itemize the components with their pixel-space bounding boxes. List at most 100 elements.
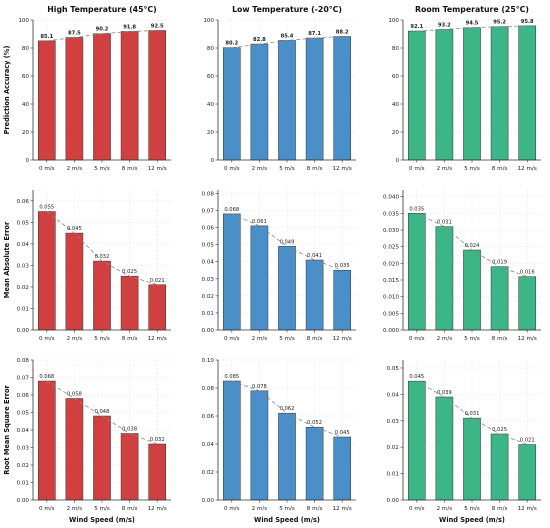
r2c0-bar-1 bbox=[65, 398, 84, 501]
r1c1-ytick-label: 0.08 bbox=[202, 191, 215, 197]
r2c1-ytick-label: 0.02 bbox=[202, 470, 214, 476]
r0c0-ytick-label: 80 bbox=[22, 46, 30, 52]
r2c0-x-axis-label: Wind Speed (m/s) bbox=[69, 516, 135, 524]
r2c0-xtick-label-3: 8 m/s bbox=[122, 506, 138, 512]
r2c2-ytick-label: 0.01 bbox=[387, 472, 400, 478]
r2c2-ytick-label: 0.04 bbox=[387, 392, 400, 398]
r1c2-ytick-label: 0.040 bbox=[383, 195, 399, 201]
r0c2-bar-1 bbox=[435, 29, 454, 161]
r0c2-data-label-2: 94.5 bbox=[466, 21, 479, 27]
r2c0-ytick-label: 0.04 bbox=[17, 428, 30, 434]
r1c0-trend-line bbox=[46, 211, 158, 286]
r1c0-ytick-label: 0.04 bbox=[17, 242, 30, 248]
r2c2-xtick-label-0: 0 m/s bbox=[409, 506, 425, 512]
r2c0-ytick-label: 0.02 bbox=[17, 463, 29, 469]
r2c1-trend-line bbox=[231, 380, 343, 438]
r2c0-bar-2 bbox=[93, 415, 111, 501]
r0c1-ytick-label: 40 bbox=[207, 102, 215, 108]
r0c1-xtick-label-1: 2 m/s bbox=[252, 166, 268, 172]
r0c0-bar-3 bbox=[120, 31, 139, 161]
r1c0-data-label-4: 0.021 bbox=[150, 278, 165, 284]
r0c1-bar-0 bbox=[222, 47, 241, 161]
r1c1-xtick-label-1: 2 m/s bbox=[252, 336, 268, 342]
r1c0-bar-4 bbox=[148, 284, 167, 331]
r2c1-data-label-2: 0.062 bbox=[280, 406, 295, 412]
r0c1-data-label-4: 88.2 bbox=[336, 30, 349, 36]
r1c2-trend-line bbox=[416, 212, 528, 278]
r0c1-trend-line bbox=[231, 36, 343, 49]
r1c2-ytick-label: 0.000 bbox=[383, 328, 399, 334]
r1c0-ytick-label: 0.05 bbox=[17, 220, 30, 226]
r0c1-xtick-label-3: 8 m/s bbox=[307, 166, 323, 172]
r0c0-chart-title: High Temperature (45°C) bbox=[47, 5, 156, 14]
r1c2-xtick-label-3: 8 m/s bbox=[492, 336, 508, 342]
r0c1-ytick-label: 60 bbox=[207, 74, 215, 80]
r2c1-xtick-label-2: 5 m/s bbox=[279, 506, 295, 512]
r0c1-bar-4 bbox=[333, 36, 352, 161]
r0c1-ytick-label: 80 bbox=[207, 46, 215, 52]
r2c2-trend-line bbox=[416, 380, 528, 445]
r0c0-data-label-1: 87.5 bbox=[68, 31, 81, 37]
r1c1-bar-0 bbox=[222, 213, 241, 331]
r2c1-data-label-3: 0.052 bbox=[307, 420, 322, 426]
r1c2-data-label-2: 0.024 bbox=[465, 243, 481, 249]
r2c2-ytick-label: 0.03 bbox=[387, 419, 400, 425]
r1c2-ytick-label: 0.035 bbox=[383, 211, 399, 217]
r1c2-xtick-label-0: 0 m/s bbox=[409, 336, 425, 342]
r1c1-bar-2 bbox=[278, 246, 296, 331]
r1c0-bar-1 bbox=[65, 232, 84, 331]
r0c2-xtick-label-1: 2 m/s bbox=[437, 166, 453, 172]
r2c2-data-label-0: 0.045 bbox=[409, 374, 424, 380]
r0c2-ytick-label: 100 bbox=[388, 18, 399, 24]
r0c0-xtick-label-4: 12 m/s bbox=[148, 166, 167, 172]
r2c0-ytick-label: 0.01 bbox=[17, 481, 30, 487]
r2c2-xtick-label-2: 5 m/s bbox=[464, 506, 480, 512]
r1c1-data-label-4: 0.035 bbox=[335, 263, 350, 269]
r1c2-xtick-label-4: 12 m/s bbox=[518, 336, 537, 342]
r0c0-xtick-label-0: 0 m/s bbox=[39, 166, 55, 172]
r2c0-xtick-label-2: 5 m/s bbox=[94, 506, 110, 512]
r2c0-ytick-label: 0.07 bbox=[17, 376, 30, 382]
r2c2-bar-2 bbox=[463, 417, 481, 501]
r1c2-bar-2 bbox=[463, 249, 481, 331]
r0c1-data-label-0: 80.2 bbox=[225, 41, 238, 47]
r1c1-bar-4 bbox=[333, 269, 352, 331]
r0c1-data-label-3: 87.1 bbox=[308, 31, 321, 37]
r1c0-ytick-label: 0.00 bbox=[17, 328, 30, 334]
r2c2-xtick-label-3: 8 m/s bbox=[492, 506, 508, 512]
r0c0-xtick-label-1: 2 m/s bbox=[67, 166, 83, 172]
r2c1-ytick-label: 0.08 bbox=[202, 386, 215, 392]
r1c2-data-label-3: 0.019 bbox=[492, 260, 507, 266]
r1c1-xtick-label-0: 0 m/s bbox=[224, 336, 240, 342]
r2c0-bar-3 bbox=[120, 433, 139, 501]
r0c0-ytick-label: 40 bbox=[22, 102, 30, 108]
r1c0-xtick-label-1: 2 m/s bbox=[67, 336, 83, 342]
r2c0-ytick-label: 0.08 bbox=[17, 358, 30, 364]
r2c1-ytick-label: 0.00 bbox=[202, 498, 215, 504]
r1c0-bar-0 bbox=[37, 211, 56, 331]
r2c0-data-label-3: 0.038 bbox=[122, 427, 137, 433]
r2c1-data-label-0: 0.085 bbox=[224, 374, 239, 380]
r2c1-ytick-label: 0.04 bbox=[202, 442, 215, 448]
r0c0-trend-line bbox=[46, 30, 158, 42]
r0c1-ytick-label: 0 bbox=[210, 158, 214, 164]
r2c2-data-label-1: 0.039 bbox=[437, 390, 452, 396]
r0c2-data-label-0: 92.1 bbox=[410, 24, 423, 30]
r0c1-data-label-1: 82.8 bbox=[253, 37, 266, 43]
r2c2-ytick-label: 0.02 bbox=[387, 445, 399, 451]
r1c1-ytick-label: 0.06 bbox=[202, 226, 215, 232]
r1c0-xtick-label-3: 8 m/s bbox=[122, 336, 138, 342]
r2c0-data-label-1: 0.058 bbox=[67, 392, 82, 398]
r0c1-chart-title: Low Temperature (-20°C) bbox=[232, 5, 342, 14]
r0c1-xtick-label-0: 0 m/s bbox=[224, 166, 240, 172]
r1c2-data-label-4: 0.016 bbox=[520, 270, 535, 276]
r0c1-ytick-label: 20 bbox=[207, 130, 215, 136]
r2c2-bar-0 bbox=[407, 380, 426, 501]
r0c1-bar-1 bbox=[250, 43, 269, 161]
r2c2-ytick-label: 0.00 bbox=[387, 498, 400, 504]
r1c1-ytick-label: 0.07 bbox=[202, 208, 215, 214]
r2c0-data-label-0: 0.068 bbox=[39, 374, 54, 380]
r0c0-y-axis-label: Prediction Accuracy (%) bbox=[3, 46, 11, 135]
r2c0-data-label-4: 0.032 bbox=[150, 437, 165, 443]
r2c2-xtick-label-1: 2 m/s bbox=[437, 506, 453, 512]
